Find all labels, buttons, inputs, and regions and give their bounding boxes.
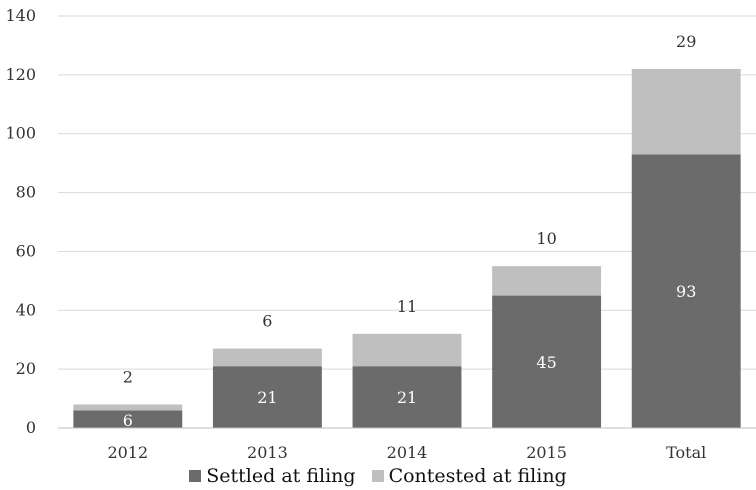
y-tick-label: 40 <box>16 300 36 319</box>
legend-item-settled: Settled at filing <box>189 465 356 487</box>
y-axis: 0 20 40 60 80 100 120 140 <box>5 6 36 437</box>
legend-label-contested: Contested at filing <box>388 465 567 487</box>
y-tick-label: 60 <box>16 241 36 260</box>
bar-contested-total <box>631 68 741 155</box>
data-label-settled: 45 <box>536 353 556 372</box>
bar-settled-2013 <box>212 366 322 428</box>
y-tick-label: 100 <box>5 124 36 143</box>
x-tick-label: 2012 <box>107 443 148 462</box>
y-tick-label: 140 <box>5 6 36 25</box>
x-tick-label: 2015 <box>526 443 567 462</box>
x-axis: 2012 2013 2014 2015 Total <box>58 427 756 462</box>
bar-contested-2012 <box>73 404 183 411</box>
data-label-settled: 21 <box>397 388 417 407</box>
legend-swatch-settled <box>189 470 202 482</box>
data-label-contested: 11 <box>397 297 417 316</box>
legend-label-settled: Settled at filing <box>206 465 356 487</box>
y-tick-label: 0 <box>26 418 36 437</box>
bar-settled-2014 <box>352 366 462 428</box>
data-label-settled: 6 <box>123 411 133 430</box>
data-label-settled: 21 <box>257 388 277 407</box>
bar-settled-2012 <box>73 410 183 428</box>
x-tick-label: Total <box>666 443 706 462</box>
y-tick-label: 120 <box>5 65 36 84</box>
y-tick-label: 20 <box>16 359 36 378</box>
legend-swatch-contested <box>371 470 384 482</box>
x-tick-label: 2014 <box>387 443 428 462</box>
bar-settled-total <box>631 154 741 429</box>
data-label-settled: 93 <box>676 282 696 301</box>
x-tick-label: 2013 <box>247 443 288 462</box>
bars: 6 2 21 6 21 11 45 10 93 29 <box>73 32 741 430</box>
bar-contested-2013 <box>212 348 322 367</box>
data-label-contested: 2 <box>123 367 133 386</box>
legend-item-contested: Contested at filing <box>371 465 567 487</box>
bar-contested-2015 <box>492 266 602 296</box>
data-label-contested: 29 <box>676 32 696 51</box>
legend: Settled at filing Contested at filing <box>0 462 756 490</box>
bar-contested-2014 <box>352 333 462 367</box>
data-label-contested: 6 <box>262 312 272 331</box>
bar-settled-2015 <box>492 295 602 428</box>
data-label-contested: 10 <box>536 229 556 248</box>
y-tick-label: 80 <box>16 183 36 202</box>
gridlines <box>58 15 756 429</box>
